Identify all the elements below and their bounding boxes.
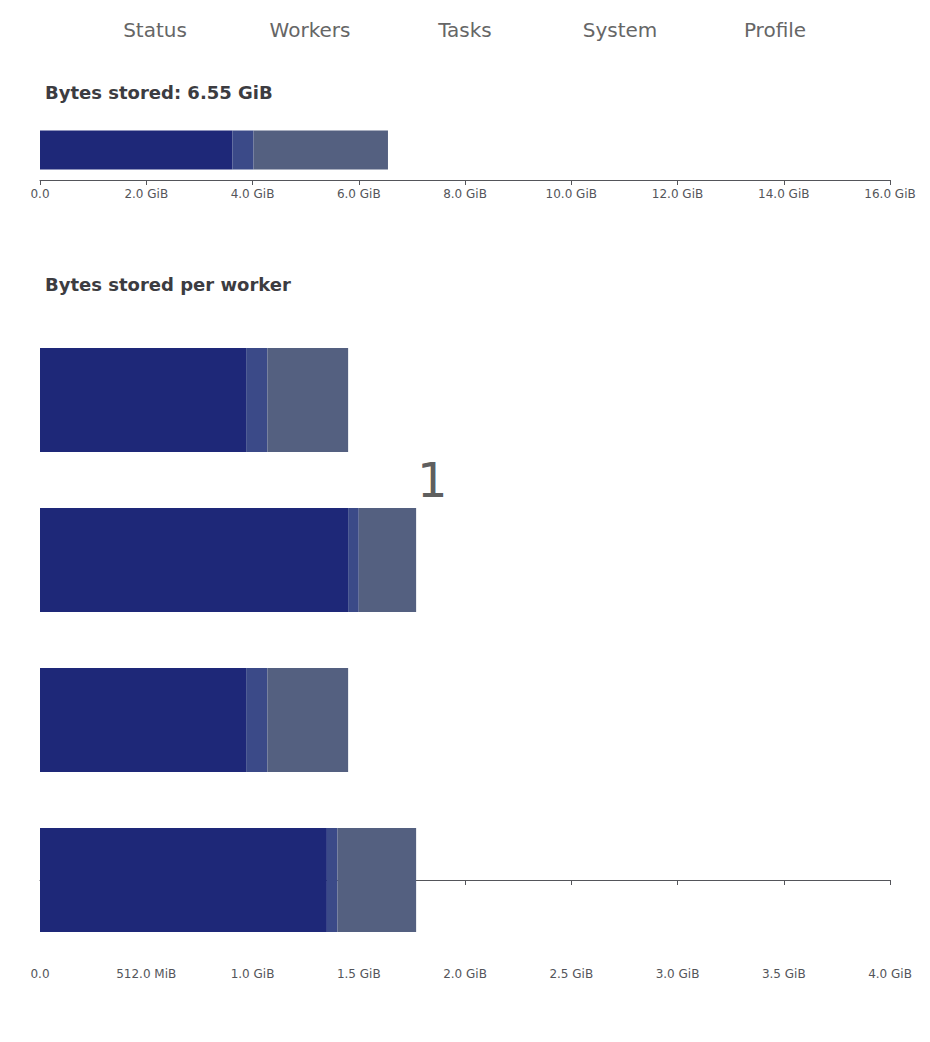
svg-text:8.0 GiB: 8.0 GiB xyxy=(443,187,487,201)
svg-text:10.0 GiB: 10.0 GiB xyxy=(546,187,597,201)
svg-text:Status: Status xyxy=(123,18,187,42)
svg-text:4.0 GiB: 4.0 GiB xyxy=(868,967,912,981)
svg-text:Profile: Profile xyxy=(744,18,806,42)
svg-text:0.0: 0.0 xyxy=(30,967,49,981)
svg-text:Bytes stored: 6.55 GiB: Bytes stored: 6.55 GiB xyxy=(45,82,273,103)
svg-text:4.0 GiB: 4.0 GiB xyxy=(231,187,275,201)
svg-text:1.0 GiB: 1.0 GiB xyxy=(231,967,275,981)
svg-text:2.0 GiB: 2.0 GiB xyxy=(124,187,168,201)
svg-text:14.0 GiB: 14.0 GiB xyxy=(758,187,809,201)
svg-text:12.0 GiB: 12.0 GiB xyxy=(652,187,703,201)
svg-text:2.0 GiB: 2.0 GiB xyxy=(443,967,487,981)
svg-text:2.5 GiB: 2.5 GiB xyxy=(549,967,593,981)
svg-text:System: System xyxy=(583,18,658,42)
svg-text:16.0 GiB: 16.0 GiB xyxy=(864,187,915,201)
svg-text:1: 1 xyxy=(417,452,448,508)
svg-text:6.0 GiB: 6.0 GiB xyxy=(337,187,381,201)
svg-text:3.0 GiB: 3.0 GiB xyxy=(656,967,700,981)
svg-text:0.0: 0.0 xyxy=(30,187,49,201)
svg-text:Workers: Workers xyxy=(270,18,351,42)
svg-text:512.0 MiB: 512.0 MiB xyxy=(116,967,176,981)
svg-text:Bytes stored per worker: Bytes stored per worker xyxy=(45,274,291,295)
svg-text:Tasks: Tasks xyxy=(437,18,492,42)
svg-text:1.5 GiB: 1.5 GiB xyxy=(337,967,381,981)
svg-text:3.5 GiB: 3.5 GiB xyxy=(762,967,806,981)
